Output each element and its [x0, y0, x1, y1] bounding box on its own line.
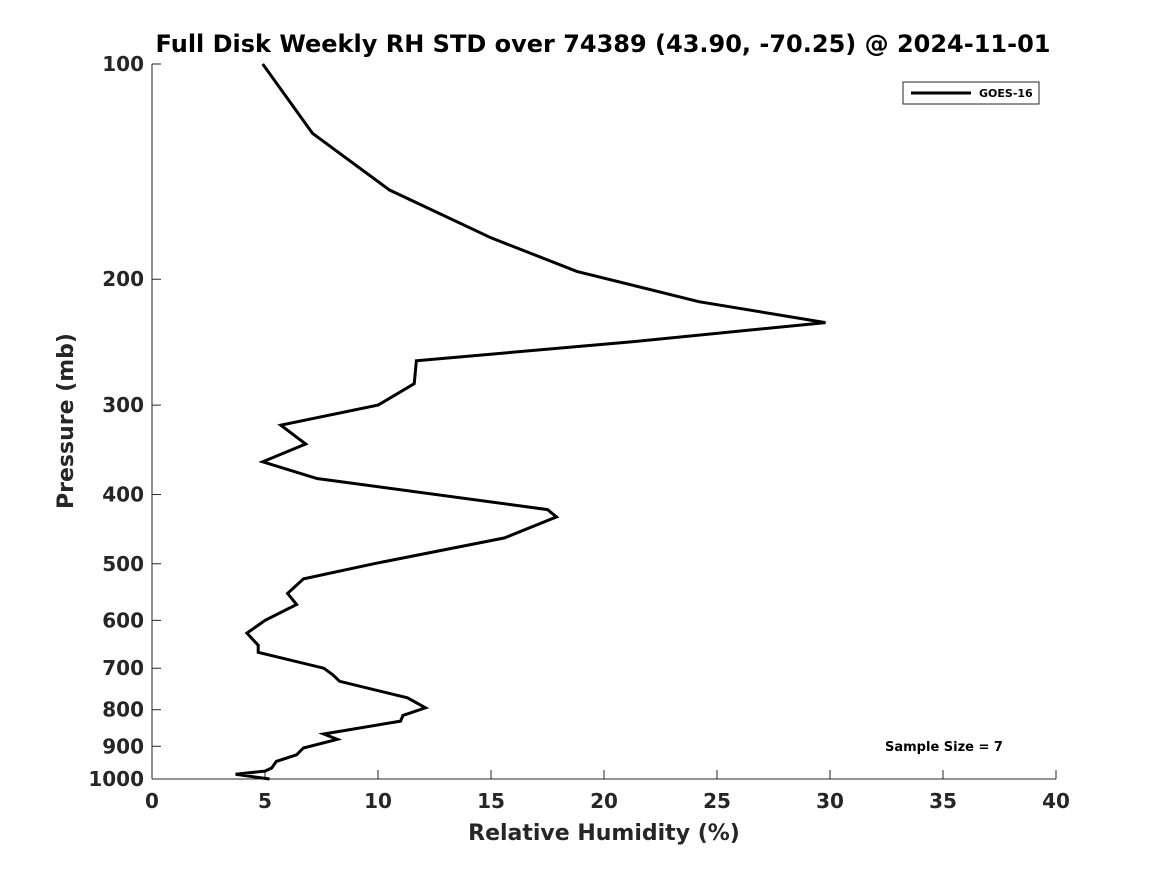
- legend: GOES-16: [902, 81, 1040, 105]
- x-tick-label: 15: [477, 789, 505, 813]
- y-tick-label: 500: [102, 552, 144, 576]
- y-tick-label: 1000: [88, 767, 144, 791]
- series-layer: [235, 63, 826, 781]
- x-tick-label: 35: [929, 789, 957, 813]
- x-tick-label: 0: [145, 789, 159, 813]
- x-tick-label: 25: [703, 789, 731, 813]
- legend-label: GOES-16: [979, 87, 1033, 100]
- chart-title: Full Disk Weekly RH STD over 74389 (43.9…: [156, 30, 1051, 58]
- x-tick-label: 40: [1042, 789, 1070, 813]
- x-tick-label: 20: [590, 789, 618, 813]
- y-axis-label: Pressure (mb): [54, 333, 79, 509]
- sample-size-annotation: Sample Size = 7: [885, 740, 1003, 755]
- y-tick-label: 800: [102, 698, 144, 722]
- y-tick-label: 100: [102, 52, 144, 76]
- y-tick-label: 600: [102, 608, 144, 632]
- y-tick-label: 300: [102, 393, 144, 417]
- y-tick-label: 700: [102, 656, 144, 680]
- y-tick-label: 900: [102, 734, 144, 758]
- y-tick-label: 200: [102, 267, 144, 291]
- x-axis-label: Relative Humidity (%): [468, 821, 740, 846]
- x-tick-label: 30: [816, 789, 844, 813]
- x-tick-label: 5: [258, 789, 272, 813]
- series-line-goes-16: [235, 63, 826, 781]
- x-tick-label: 10: [364, 789, 392, 813]
- y-tick-label: 400: [102, 482, 144, 506]
- axes: 0 5 10 15 20 25 30 35 40 100 200 300 400 500 600 700 800…: [88, 52, 1070, 813]
